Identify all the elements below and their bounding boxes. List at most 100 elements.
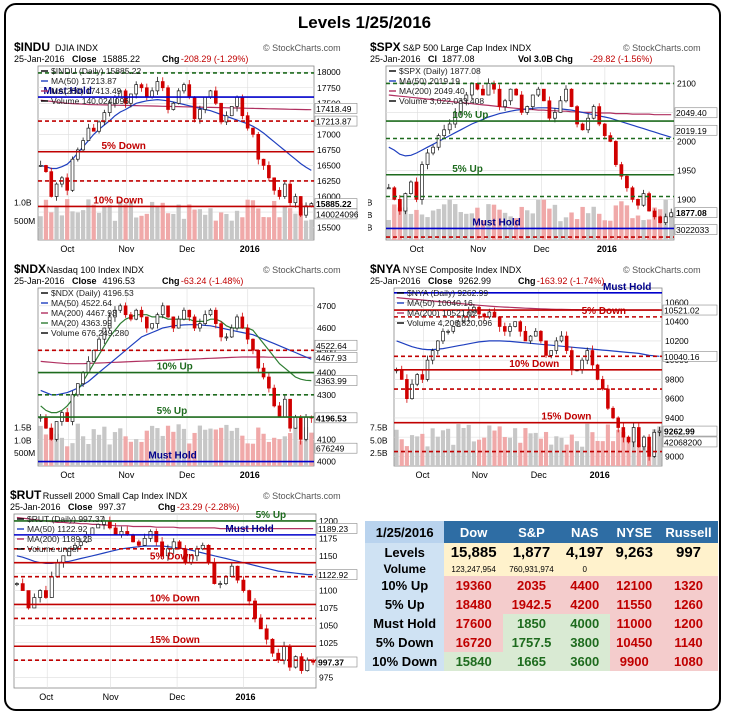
volume-bar: [75, 423, 80, 466]
candle-body: [523, 330, 528, 342]
volume-bar: [213, 220, 218, 240]
candle-body: [287, 645, 292, 668]
volume-bar: [619, 201, 624, 240]
close-value: 997.37: [99, 502, 127, 512]
candle-body: [235, 565, 240, 581]
volume-bar: [447, 199, 452, 240]
table-cell: 3800: [560, 633, 610, 652]
volume-bar: [139, 441, 144, 466]
volume-bar: [543, 431, 549, 466]
candle-body: [464, 94, 469, 102]
y-tick-label: 17000: [317, 129, 341, 139]
chart-date: 25-Jan-2016: [10, 502, 61, 512]
candle-body: [436, 340, 440, 351]
price-tag: [674, 224, 718, 235]
legend-entry: MA(50) 2019.19: [399, 76, 460, 86]
volume-bar: [203, 214, 208, 240]
table-cell: 1320: [659, 576, 718, 595]
table-cell: 10450: [609, 633, 659, 652]
volume-bar: [580, 206, 585, 240]
volume-bar: [107, 444, 112, 466]
volume-nyse: [609, 562, 659, 576]
y-tick-label: 4300: [317, 390, 336, 400]
price-tag: [314, 352, 358, 363]
y-tick-label: 9000: [665, 451, 684, 461]
close-label: Close: [72, 54, 97, 64]
table-header-row: 1/25/2016 Dow S&P NAS NYSE Russell: [365, 521, 718, 543]
candle-body: [293, 416, 298, 429]
candle-body: [224, 115, 229, 123]
volume-bar: [144, 213, 149, 240]
price-tag-label: 1877.08: [676, 208, 707, 218]
candle-body: [160, 81, 165, 89]
price-tag-label: 4522.64: [316, 341, 347, 351]
candle-body: [177, 541, 182, 550]
candle-body: [107, 316, 112, 329]
ma50-line: [16, 545, 314, 576]
volume-bar: [541, 199, 547, 240]
candle-body: [657, 430, 662, 433]
volume-bar: [397, 207, 403, 240]
volume-bar: [208, 428, 213, 466]
volume-bar: [54, 433, 59, 466]
candle-body: [171, 102, 176, 110]
x-tick-label: Dec: [179, 244, 196, 254]
candle-body: [267, 165, 271, 179]
candle-body: [224, 336, 229, 339]
volume-bar: [208, 208, 213, 240]
candle-body: [91, 127, 96, 132]
legend-entry: $INDU (Daily) 15885.22: [51, 66, 142, 76]
volume-bar: [425, 446, 430, 466]
candle-body: [276, 652, 281, 661]
candle-body: [611, 407, 615, 419]
candle-body: [118, 305, 123, 311]
volume-bar: [91, 429, 96, 466]
candle-body: [591, 106, 596, 119]
candle-body: [198, 323, 202, 329]
volume-bar: [80, 210, 86, 240]
volume-bar: [536, 199, 541, 240]
volume-bar: [43, 434, 49, 466]
volume-bar: [70, 443, 75, 466]
price-tag: [316, 656, 358, 668]
volume-bar: [420, 433, 425, 466]
candle-body: [208, 90, 213, 98]
volume-bar: [414, 209, 419, 240]
volume-bar: [229, 220, 234, 240]
chg-value: -63.24 (-1.48%): [181, 276, 244, 286]
volume-bar: [112, 220, 118, 240]
volume-bar: [436, 208, 441, 240]
table-cell: 4000: [560, 614, 610, 633]
candle-body: [49, 171, 54, 197]
y-tick-label: 10600: [665, 297, 689, 307]
plot-area: [13, 513, 317, 689]
candle-body: [431, 146, 435, 154]
x-tick-label: Nov: [470, 244, 487, 254]
table-cell: 4200: [560, 595, 610, 614]
close-label: Close: [428, 276, 453, 286]
chart-symbol: $RUT: [10, 488, 42, 502]
volume-bar: [408, 213, 414, 240]
volume-bar: [502, 437, 507, 466]
table-cell: 2035: [502, 576, 560, 595]
candle-body: [229, 327, 234, 338]
candle-body: [198, 109, 202, 120]
chart-watermark: © StockCharts.com: [263, 491, 341, 501]
volume-bar: [91, 204, 96, 240]
legend-entry: MA(50) 17213.87: [51, 76, 117, 86]
volume-bar: [669, 213, 674, 240]
chart-name: Nasdaq 100 Index INDX: [47, 265, 144, 275]
volume-tick-label: 1.0B: [14, 197, 32, 207]
volume-bar: [392, 204, 397, 240]
candle-body: [166, 87, 170, 110]
volume-bar: [461, 428, 466, 466]
chart-ndx: $NDX Nasdaq 100 Index INDX © StockCharts.c…: [14, 262, 358, 480]
price-tag-label: 4196.53: [316, 413, 347, 423]
table-cell: 1080: [659, 652, 718, 671]
table-row-levels: Levels 15,885 1,877 4,197 9,263 997: [365, 543, 718, 562]
candle-body: [136, 541, 141, 546]
volume-bar: [134, 439, 139, 466]
volume-bar: [192, 432, 197, 466]
chart-watermark: © StockCharts.com: [263, 265, 341, 275]
price-tag-label: 2049.40: [676, 108, 707, 118]
